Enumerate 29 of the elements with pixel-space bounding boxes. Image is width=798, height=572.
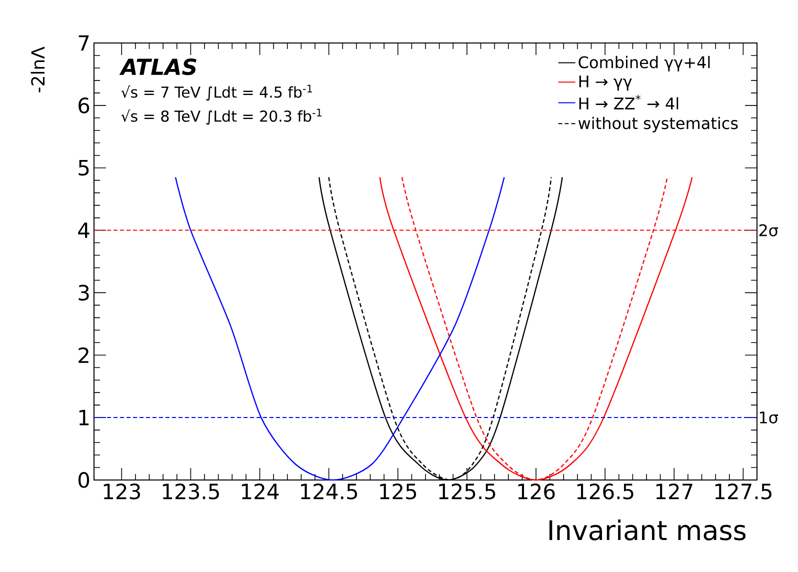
x-tick-label: 124.5	[301, 484, 358, 500]
x-tick-label: 125.5	[439, 484, 496, 500]
x-tick-label: 127	[656, 484, 692, 500]
annotation: √s = 8 TeV ∫Ldt = 20.3 fb$^{-1}$	[121, 108, 322, 125]
x-tick-label: 126	[518, 484, 555, 500]
y-tick-label: 2	[78, 347, 88, 363]
x-tick-label: 123.5	[162, 484, 219, 500]
x-tick-label: 125	[380, 484, 416, 500]
legend-label: H → ZZ$^{*}$ → 4l	[579, 94, 678, 110]
y-tick-label: 0	[78, 472, 90, 488]
legend-label: Combined γγ+4l	[578, 56, 710, 72]
ref-line-label: 2σ	[759, 224, 778, 236]
x-tick-label: 123	[104, 484, 140, 500]
x-tick-label: 126.5	[577, 484, 634, 500]
x-tick-label: 124	[242, 484, 279, 500]
y-tick-label: 7	[78, 35, 89, 51]
x-tick-label: 127.5	[715, 484, 772, 500]
x-axis-title: Invariant mass	[549, 520, 746, 540]
y-tick-label: 6	[78, 97, 90, 114]
y-axis-title: -2lnΛ	[30, 46, 44, 92]
annotation: ATLAS	[119, 58, 196, 76]
annotation: √s = 7 TeV ∫Ldt = 4.5 fb$^{-1}$	[121, 84, 312, 101]
legend-label: H → γγ	[579, 76, 632, 91]
y-tick-label: 3	[78, 284, 89, 301]
y-tick-label: 1	[79, 410, 89, 426]
y-tick-label: 4	[78, 222, 90, 238]
legend-label: without systematics	[578, 116, 738, 132]
y-tick-label: 5	[78, 160, 89, 176]
ref-line-label: 1σ	[760, 412, 778, 424]
